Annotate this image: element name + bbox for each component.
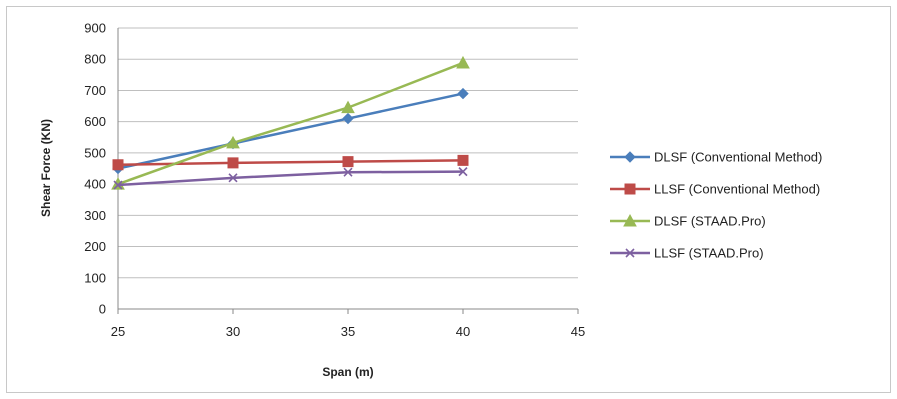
data-point-s3-35 — [341, 100, 355, 114]
legend-item-3: DLSF (STAAD.Pro) — [610, 214, 766, 229]
data-point-s4-40 — [458, 167, 468, 177]
series-line-1 — [117, 92, 464, 170]
y-tick-label-400: 400 — [84, 177, 106, 192]
series-line-3 — [117, 61, 464, 186]
legend-marker-1 — [624, 151, 636, 163]
legend-marker-2 — [624, 183, 636, 195]
x-tick-label-25: 25 — [111, 324, 125, 339]
x-tick-label-45: 45 — [571, 324, 585, 339]
legend-marker-4 — [625, 248, 635, 258]
legend-item-1: DLSF (Conventional Method) — [610, 150, 822, 165]
y-tick-label-0: 0 — [99, 302, 106, 317]
y-tick-label-500: 500 — [84, 145, 106, 160]
x-axis-title: Span (m) — [322, 365, 373, 379]
data-point-s4-35 — [343, 167, 353, 177]
y-tick-label-300: 300 — [84, 208, 106, 223]
data-point-s4-25 — [113, 180, 123, 190]
series-3 — [111, 55, 470, 190]
y-tick-label-800: 800 — [84, 52, 106, 67]
data-point-s3-40 — [456, 55, 470, 69]
legend-label-3: DLSF (STAAD.Pro) — [654, 214, 766, 229]
x-tick-label-40: 40 — [456, 324, 470, 339]
legend-item-4: LLSF (STAAD.Pro) — [610, 246, 764, 261]
y-tick-label-700: 700 — [84, 83, 106, 98]
series-line-2 — [117, 159, 464, 167]
series-4 — [113, 167, 468, 190]
series-line-4 — [117, 170, 464, 187]
data-point-s3-30 — [226, 135, 240, 149]
data-point-s1-40 — [457, 87, 469, 100]
chart-frame — [6, 6, 891, 393]
x-tick-label-35: 35 — [341, 324, 355, 339]
y-tick-label-900: 900 — [84, 21, 106, 36]
y-tick-label-100: 100 — [84, 270, 106, 285]
legend-item-2: LLSF (Conventional Method) — [610, 182, 820, 197]
data-point-s2-35 — [342, 156, 354, 168]
legend-marker-3 — [623, 213, 637, 227]
y-tick-label-200: 200 — [84, 239, 106, 254]
y-tick-label-600: 600 — [84, 114, 106, 129]
data-point-s2-25 — [112, 159, 124, 171]
x-tick-label-30: 30 — [226, 324, 240, 339]
data-point-s2-40 — [457, 154, 469, 166]
legend-label-1: DLSF (Conventional Method) — [654, 150, 822, 165]
data-point-s1-35 — [342, 112, 354, 125]
legend-label-4: LLSF (STAAD.Pro) — [654, 246, 764, 261]
data-point-s4-30 — [228, 173, 238, 183]
y-axis-title: Shear Force (KN) — [39, 119, 53, 217]
legend-label-2: LLSF (Conventional Method) — [654, 182, 820, 197]
data-point-s2-30 — [227, 157, 239, 169]
